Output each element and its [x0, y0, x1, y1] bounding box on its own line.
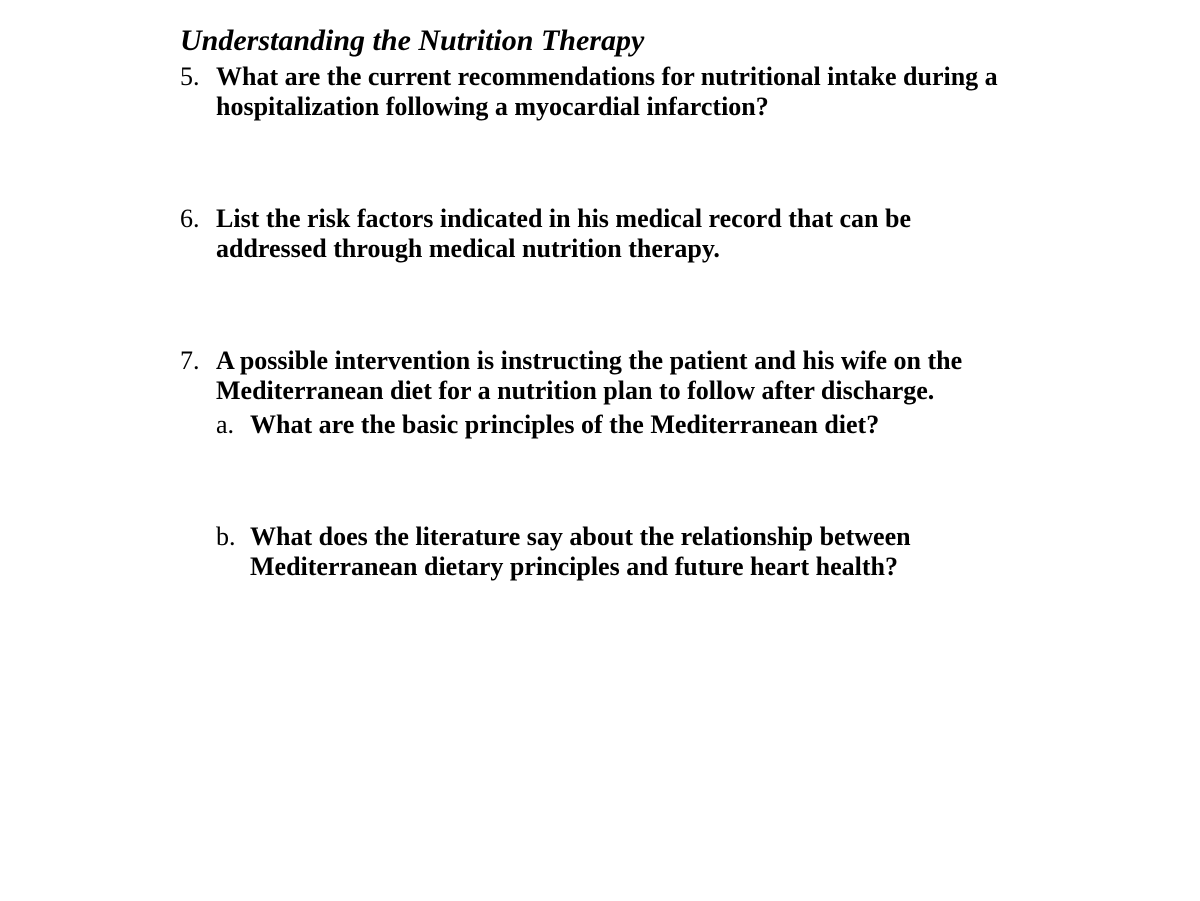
section-heading: Understanding the Nutrition Therapy	[180, 24, 1020, 58]
subquestion-letter: b.	[216, 522, 250, 582]
question-5: 5. What are the current recommendations …	[180, 62, 1020, 122]
question-text: List the risk factors indicated in his m…	[216, 204, 1020, 264]
subquestion-text: What does the literature say about the r…	[250, 522, 1020, 582]
question-number: 6.	[180, 204, 216, 264]
subquestion-a: a. What are the basic principles of the …	[216, 410, 1020, 440]
question-7: 7. A possible intervention is instructin…	[180, 346, 1020, 406]
question-number: 7.	[180, 346, 216, 406]
question-7-wrapper: 7. A possible intervention is instructin…	[180, 346, 1020, 582]
question-6: 6. List the risk factors indicated in hi…	[180, 204, 1020, 264]
subquestion-letter: a.	[216, 410, 250, 440]
subquestions: a. What are the basic principles of the …	[180, 410, 1020, 582]
question-number: 5.	[180, 62, 216, 122]
question-text: What are the current recommendations for…	[216, 62, 1020, 122]
subquestion-b: b. What does the literature say about th…	[216, 522, 1020, 582]
subquestion-text: What are the basic principles of the Med…	[250, 410, 1020, 440]
question-text: A possible intervention is instructing t…	[216, 346, 1020, 406]
